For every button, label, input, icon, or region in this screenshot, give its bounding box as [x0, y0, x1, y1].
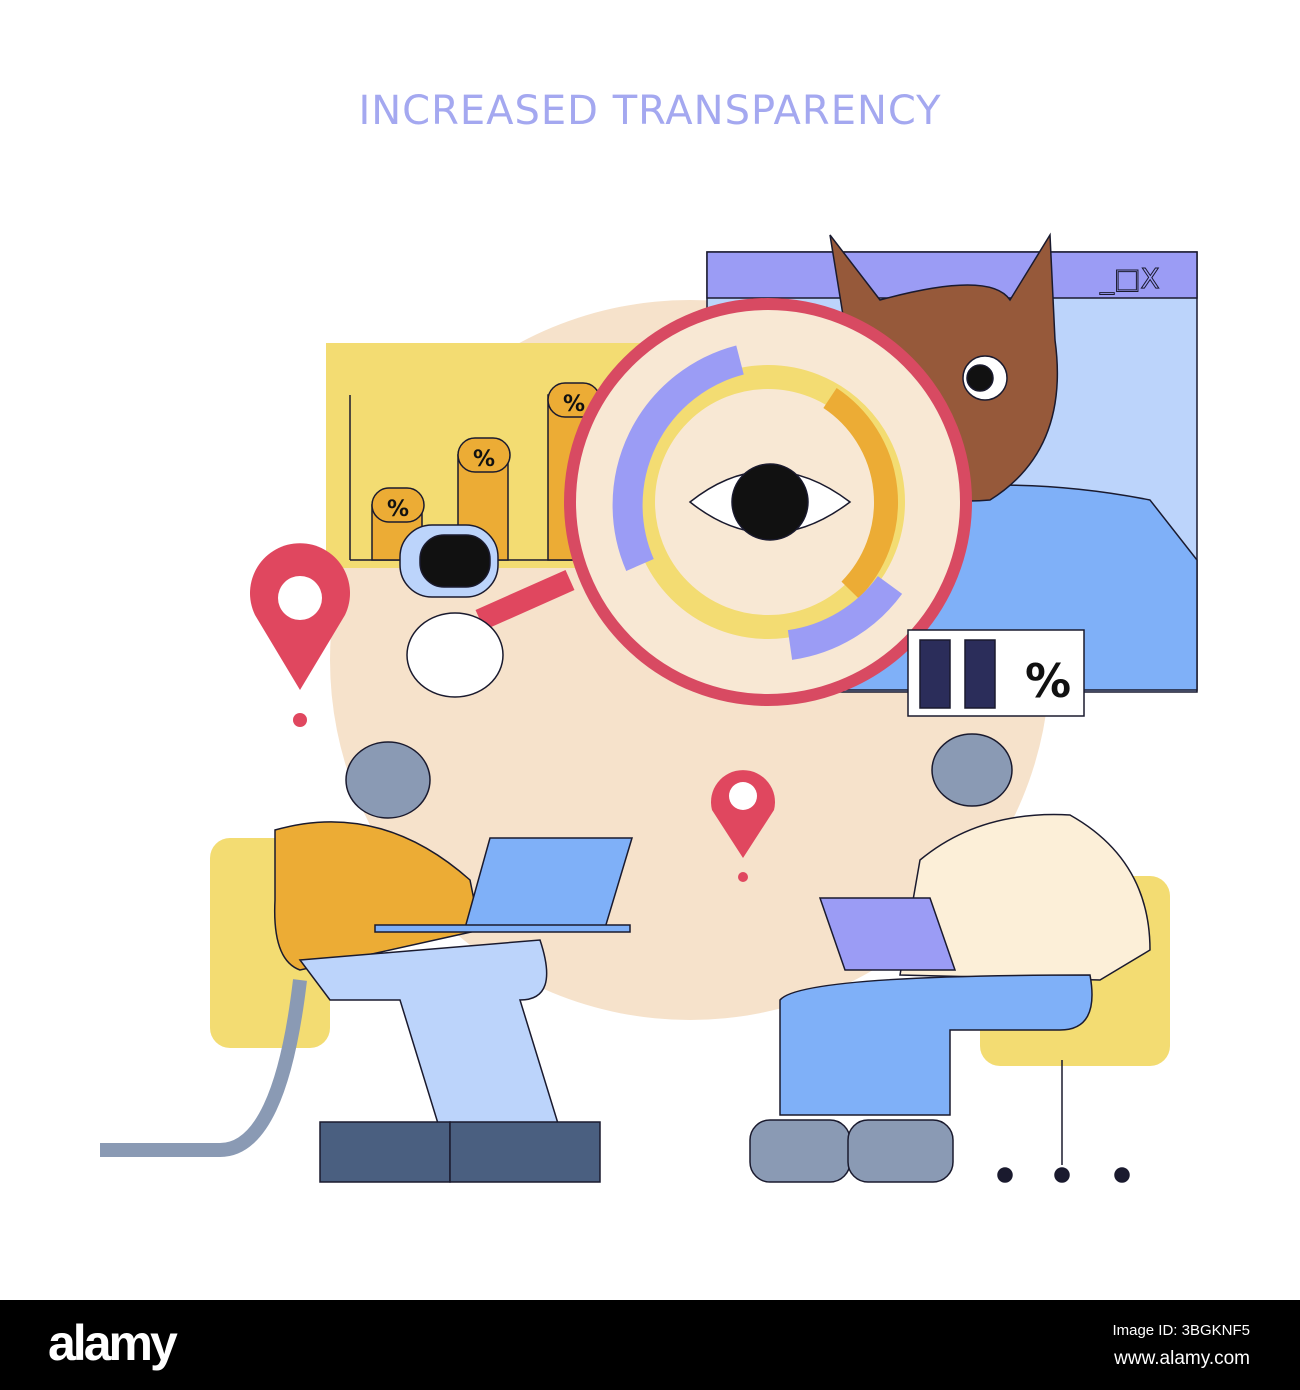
donut-segment [612, 345, 744, 571]
robot-assistant [399, 524, 504, 698]
location-pin-marker [711, 770, 775, 858]
percent-badge-label: % [387, 497, 409, 522]
location-pin-dot [293, 713, 307, 727]
chair-wheel [997, 1167, 1013, 1183]
sweater [273, 821, 481, 971]
trousers [298, 939, 562, 1131]
percent-badge-label: % [563, 392, 585, 417]
donut-segment [823, 387, 898, 599]
shirt [899, 813, 1151, 981]
cat-man-working [749, 733, 1170, 1183]
window-controls: _□X [1099, 262, 1160, 295]
percent-badge [371, 487, 425, 523]
eye-pupil [731, 463, 809, 541]
shoe [319, 1121, 451, 1183]
image-id: Image ID: 3BGKNF5 [1112, 1322, 1250, 1339]
magnifier-icon [475, 298, 972, 706]
chair-wheel [1054, 1167, 1070, 1183]
shoe [847, 1119, 954, 1183]
stats-percent-label: % [1025, 654, 1071, 708]
alamy-logo: alamy [48, 1315, 178, 1371]
stats-bar [919, 639, 951, 709]
location-pin-hole [729, 782, 757, 810]
magnifier-handle [475, 569, 575, 631]
cat-tail [100, 979, 307, 1157]
brown-cat-pupil [966, 364, 994, 392]
laptop [818, 897, 957, 971]
stats-card: % [907, 629, 1085, 717]
location-pin-dot [738, 872, 748, 882]
location-pin-hole [278, 576, 322, 620]
site-url: www.alamy.com [1114, 1348, 1250, 1369]
percent-badge [457, 437, 511, 473]
cat-head [345, 741, 431, 819]
footer-bar: alamy Image ID: 3BGKNF5 www.alamy.com [0, 1300, 1300, 1390]
shoe [749, 1119, 851, 1183]
robot-face-screen [419, 534, 491, 588]
robot-body [406, 612, 504, 698]
page-title: INCREASED TRANSPARENCY [358, 88, 942, 134]
laptop [464, 837, 634, 929]
chair-wheel [1114, 1167, 1130, 1183]
cat-head [931, 733, 1013, 807]
donut-segment [787, 575, 903, 660]
illustration: _□X % % % % [100, 232, 1198, 1183]
percent-badge-label: % [473, 447, 495, 472]
laptop-base [374, 924, 631, 933]
stats-bar [964, 639, 996, 709]
cat-woman-working [100, 741, 634, 1183]
location-pin-icon [711, 770, 775, 882]
shoe [449, 1121, 601, 1183]
trousers [779, 974, 1093, 1116]
location-pin-icon [249, 543, 350, 727]
